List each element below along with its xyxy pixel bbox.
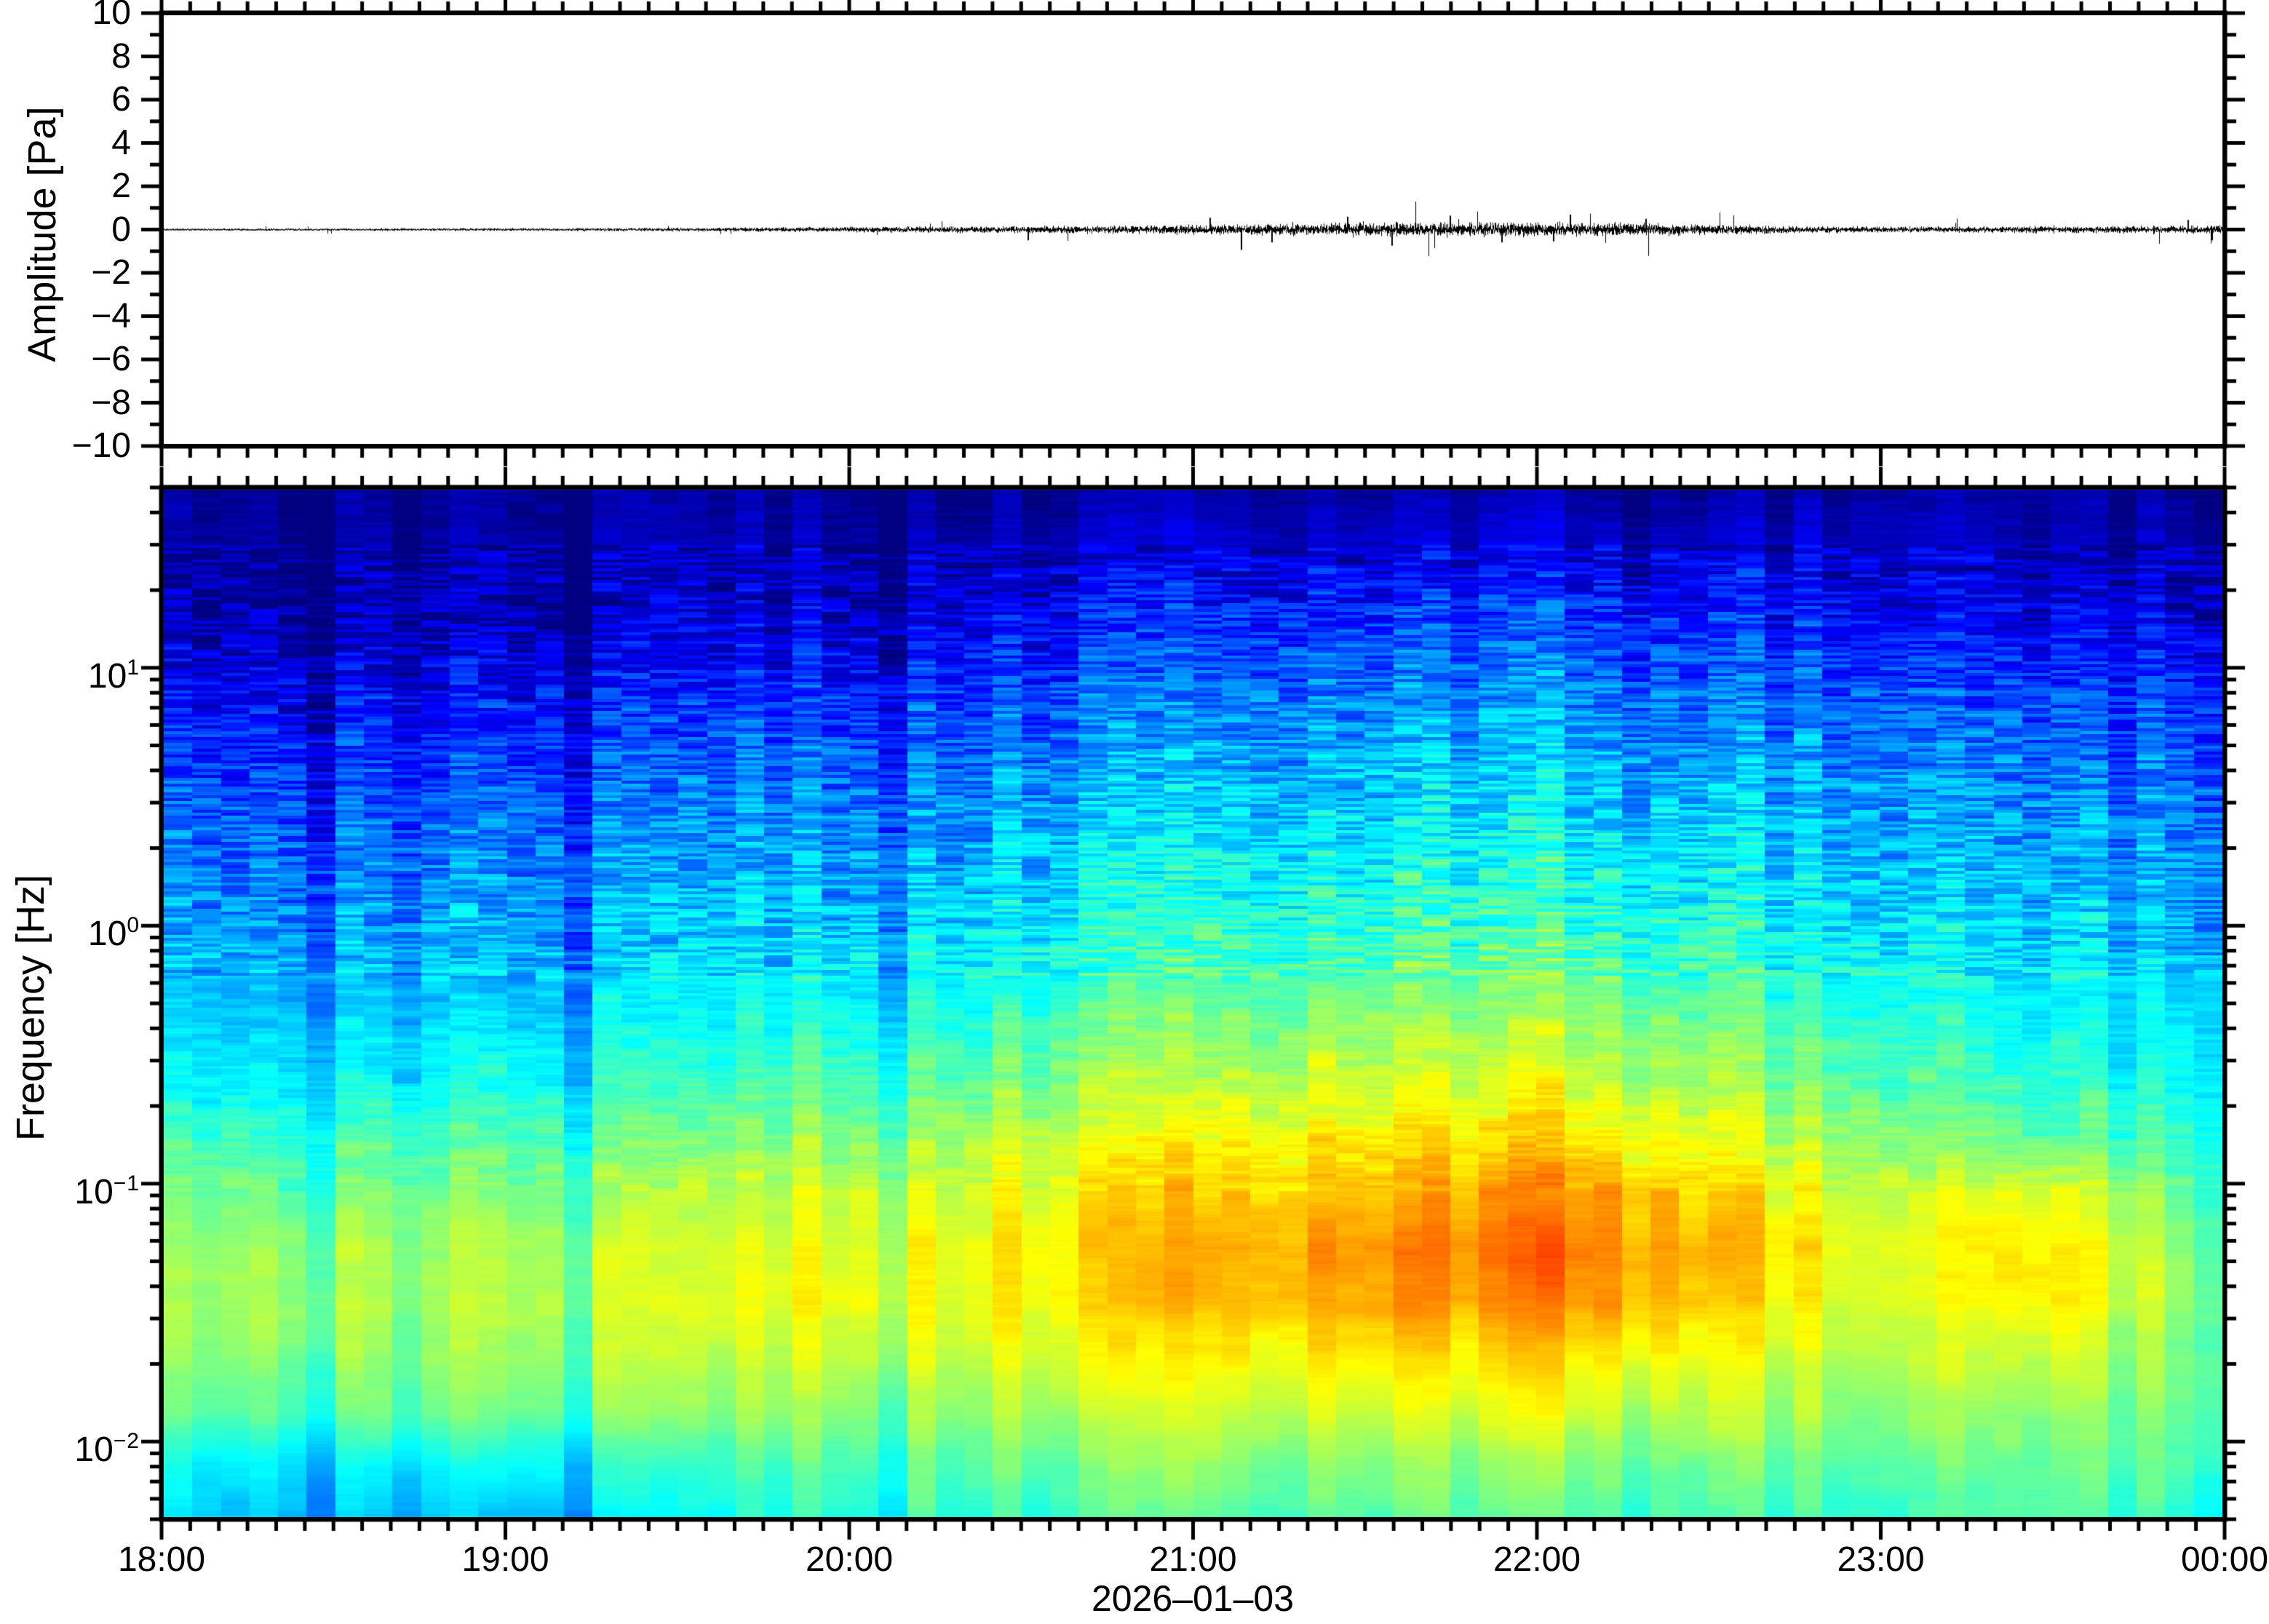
amplitude-tick-label: −8 <box>91 383 131 422</box>
frequency-tick-label: 101 <box>87 655 140 696</box>
amplitude-tick-label: 2 <box>111 167 131 205</box>
time-tick-label: 20:00 <box>805 1540 894 1579</box>
time-tick-label: 18:00 <box>117 1540 206 1579</box>
amplitude-tick-label: −6 <box>91 340 131 378</box>
amplitude-tick-label: 6 <box>111 80 131 119</box>
amplitude-tick-label: −2 <box>91 253 131 292</box>
amplitude-tick-label: 8 <box>111 36 131 76</box>
date-label: 2026–01–03 <box>1091 1578 1295 1619</box>
time-tick-label: 00:00 <box>2180 1540 2269 1579</box>
amplitude-tick-label: −10 <box>71 426 131 465</box>
time-tick-label: 21:00 <box>1149 1540 1237 1579</box>
amplitude-tick-label: 0 <box>111 210 131 249</box>
frequency-tick-label: 10−1 <box>74 1171 140 1211</box>
spectrogram-plot <box>164 490 2222 1517</box>
amplitude-tick-label: 4 <box>111 123 131 162</box>
waveform-plot <box>164 15 2222 444</box>
frequency-tick-label: 10−2 <box>74 1429 140 1470</box>
time-tick-label: 19:00 <box>461 1540 549 1579</box>
time-tick-label: 23:00 <box>1837 1540 1925 1579</box>
frequency-tick-label: 100 <box>87 913 140 954</box>
amplitude-tick-label: −4 <box>91 296 131 335</box>
amplitude-tick-label: 10 <box>92 0 131 32</box>
time-tick-label: 22:00 <box>1493 1540 1581 1579</box>
